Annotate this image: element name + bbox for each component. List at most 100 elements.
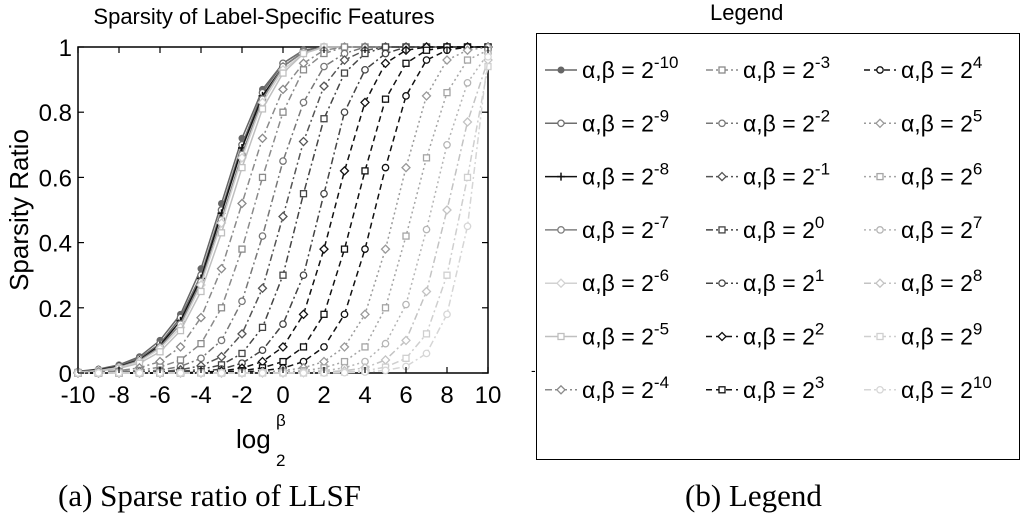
legend-label: α,β = 2-3 — [743, 53, 830, 83]
legend-marker — [718, 386, 726, 394]
legend-marker — [875, 278, 885, 289]
legend-entry: α,β = 26 — [864, 160, 982, 190]
data-point — [258, 369, 267, 377]
legend-marker — [717, 171, 727, 182]
y-tick-label: 0 — [59, 361, 72, 388]
x-axis-label-main: log — [236, 424, 271, 454]
legend-exponent: 9 — [973, 320, 982, 339]
data-point — [279, 108, 287, 116]
legend-entry: α,β = 2-3 — [706, 53, 830, 83]
data-point — [462, 117, 473, 127]
data-point — [381, 304, 390, 312]
legend-marker — [876, 172, 884, 181]
data-point — [319, 81, 329, 92]
data-point — [176, 326, 185, 335]
legend-exponent: -1 — [815, 160, 830, 179]
data-point — [298, 136, 309, 147]
legend-exponent: -4 — [654, 373, 669, 392]
data-point — [217, 336, 226, 345]
data-point — [257, 133, 268, 144]
data-point — [299, 49, 308, 58]
data-point — [340, 43, 349, 51]
legend-exponent: 1 — [815, 266, 824, 285]
data-point — [257, 283, 268, 294]
data-point — [360, 309, 370, 320]
data-point — [299, 343, 308, 351]
y-tick-label: 0.2 — [39, 296, 72, 323]
legend-entry: α,β = 22 — [706, 320, 824, 350]
caption-a: (a) Sparse ratio of LLSF — [58, 478, 362, 513]
x-tick-label: 4 — [358, 382, 371, 409]
y-tick-label: 1 — [59, 35, 72, 62]
legend-marker — [875, 118, 885, 129]
data-point — [216, 263, 227, 274]
x-tick-label: 8 — [440, 382, 453, 409]
data-point — [298, 309, 309, 320]
legend-entry: α,β = 2-7 — [545, 213, 669, 243]
legend-entry: α,β = 20 — [706, 213, 824, 243]
series-line — [78, 46, 488, 374]
legend-label: α,β = 21 — [743, 266, 824, 296]
data-point — [381, 49, 390, 58]
data-point — [279, 357, 287, 366]
legend-exponent: -3 — [815, 53, 830, 72]
data-point — [361, 343, 369, 351]
data-point — [340, 357, 349, 366]
data-point — [196, 312, 206, 323]
x-tick-label: -6 — [149, 382, 170, 409]
legend-exponent: -2 — [815, 106, 830, 125]
data-point — [135, 369, 144, 377]
data-point — [320, 115, 328, 123]
legend-label: α,β = 23 — [743, 373, 824, 403]
data-point — [156, 348, 164, 356]
data-point — [402, 354, 410, 362]
legend-label: α,β = 26 — [901, 160, 982, 190]
data-point — [443, 271, 451, 279]
data-point — [421, 286, 432, 297]
legend-marker — [876, 66, 884, 74]
x-tick-label: -8 — [108, 382, 129, 409]
legend-exponent: -8 — [654, 160, 669, 179]
data-point — [217, 229, 226, 237]
legend-label: α,β = 27 — [901, 213, 982, 243]
legend-exponent: 0 — [815, 213, 824, 232]
data-point — [278, 211, 288, 222]
data-point — [278, 342, 288, 352]
data-point — [279, 157, 287, 165]
data-point — [279, 69, 287, 77]
data-point — [278, 84, 288, 95]
legend-exponent: 6 — [973, 160, 982, 179]
data-point — [237, 198, 247, 209]
data-point — [320, 189, 328, 198]
y-tick-label: 0.6 — [39, 165, 72, 192]
y-tick-label: 0.8 — [39, 100, 72, 127]
stray-tick-mark: - — [531, 362, 536, 378]
legend-box — [536, 33, 1020, 460]
data-point — [176, 369, 185, 377]
x-tick-label: 6 — [399, 382, 412, 409]
data-point — [339, 165, 350, 176]
legend-marker — [717, 331, 727, 342]
data-point — [320, 310, 328, 318]
data-point — [422, 330, 431, 338]
legend-entry: α,β = 29 — [864, 320, 982, 350]
legend-exponent: 5 — [973, 106, 982, 125]
data-point — [238, 349, 246, 358]
data-point — [443, 310, 451, 319]
data-point — [401, 335, 411, 346]
data-point — [217, 304, 226, 312]
legend-label: α,β = 25 — [901, 106, 982, 136]
legend-exponent: 7 — [973, 213, 982, 232]
x-tick-label: 2 — [317, 382, 330, 409]
x-tick-label: -4 — [190, 382, 211, 409]
data-point — [422, 349, 431, 358]
legend-exponent: -5 — [654, 320, 669, 339]
series-line — [78, 46, 488, 374]
data-point — [94, 369, 103, 377]
legend-exponent: -10 — [654, 53, 679, 72]
legend-entry: α,β = 21 — [706, 266, 824, 296]
data-point — [216, 351, 227, 362]
x-axis-label-superscript: β — [276, 411, 286, 430]
data-point — [463, 173, 472, 182]
legend-marker — [556, 278, 566, 289]
